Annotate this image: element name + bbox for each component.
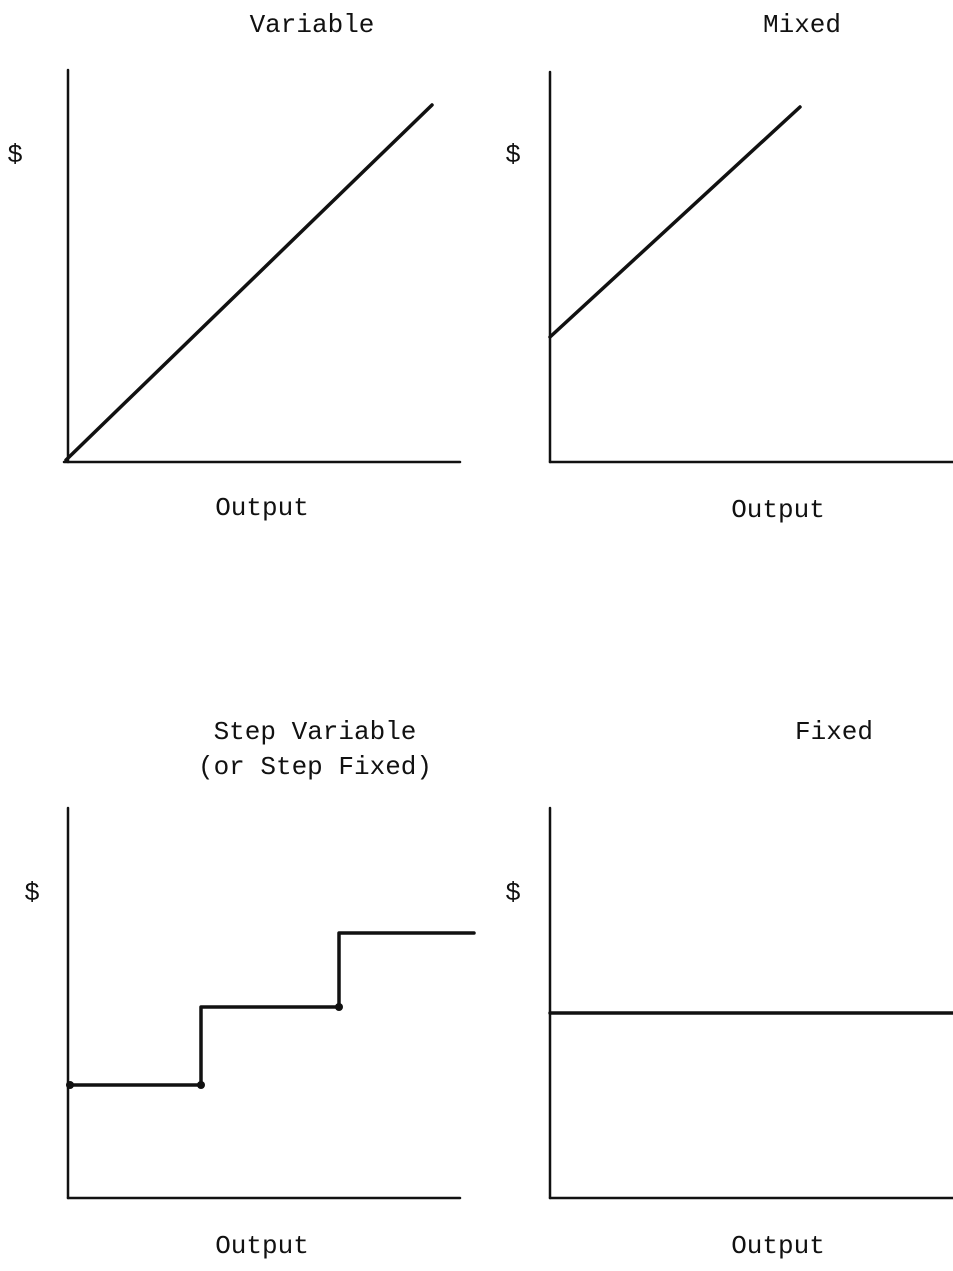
panel-variable: Variable $ Output <box>7 10 462 523</box>
panel-step: Step Variable (or Step Fixed) $ Output <box>24 717 476 1261</box>
panel-fixed: Fixed $ Output <box>505 717 953 1261</box>
panel-title: Variable <box>250 10 375 40</box>
panel-title: Mixed <box>763 10 841 40</box>
step-line <box>66 931 476 1087</box>
y-axis-label: $ <box>7 140 23 170</box>
x-axis-label: Output <box>731 495 825 525</box>
step-dot <box>197 1081 205 1089</box>
step-dot <box>66 1081 74 1089</box>
panel-title: (or Step Fixed) <box>198 752 432 782</box>
y-axis-label: $ <box>505 878 521 908</box>
panel-mixed: Mixed $ Output <box>505 10 953 525</box>
cost-line <box>548 105 802 339</box>
step-dot <box>335 1003 343 1011</box>
x-axis-label: Output <box>215 1231 309 1261</box>
cost-line <box>64 103 434 462</box>
panel-title: Step Variable <box>214 717 417 747</box>
x-axis-label: Output <box>215 493 309 523</box>
panel-title: Fixed <box>795 717 873 747</box>
x-axis-label: Output <box>731 1231 825 1261</box>
y-axis-label: $ <box>24 878 40 908</box>
y-axis-label: $ <box>505 140 521 170</box>
